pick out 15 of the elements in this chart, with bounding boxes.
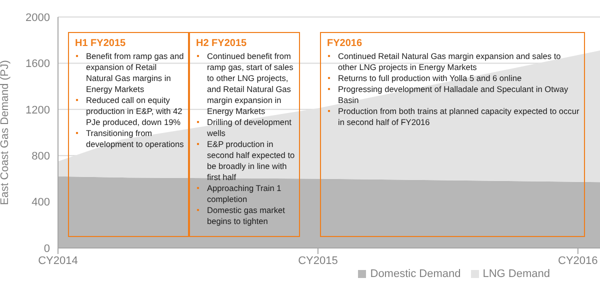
y-tick-label: 0 [44, 242, 50, 255]
y-tick-label: 800 [32, 150, 50, 163]
text: H1 FY2015 Benefit from ramp gas and expansion of Retail Natural Gas margins in Energy Markets Reduced call on equity production in E&P, with 42 PJe produced, down 19% Transitioning from development to operations [75, 38, 184, 149]
legend-label: Domestic Demand [370, 268, 461, 280]
annotation: FY2016 Continued Retail Natural Gas margin expansion and sales to other LNG projects in Energy Markets Returns to full production with Yolla 5 and 6 online Progressing development of Halladale and Speculant in Otway Basin Production from both trains at planned capacity expected to occur in second half of FY2016 [327, 38, 580, 128]
y-tick-label: 1600 [26, 58, 50, 70]
x-tick-label: CY2015 [298, 254, 338, 267]
x-tick-label: CY2016 [558, 254, 598, 267]
y-tick-label: 400 [32, 196, 50, 209]
legend-label: LNG Demand [482, 268, 550, 280]
y-axis-title: East Coast Gas Demand (PJ) [0, 60, 11, 205]
text: H2 FY2015 Continued benefit from ramp gas, start of sales to other LNG projects, and Retail Natural Gas margin expansion in Energy Markets Drilling of development wells E&P production in second half expected to be broadly in line with first half Approaching Train 1 completion Domestic gas market begins to tighten [196, 38, 295, 226]
y-tick-label: 2000 [26, 12, 50, 24]
x-tick-label: CY2014 [38, 254, 78, 267]
y-tick-label: 1200 [26, 104, 50, 116]
